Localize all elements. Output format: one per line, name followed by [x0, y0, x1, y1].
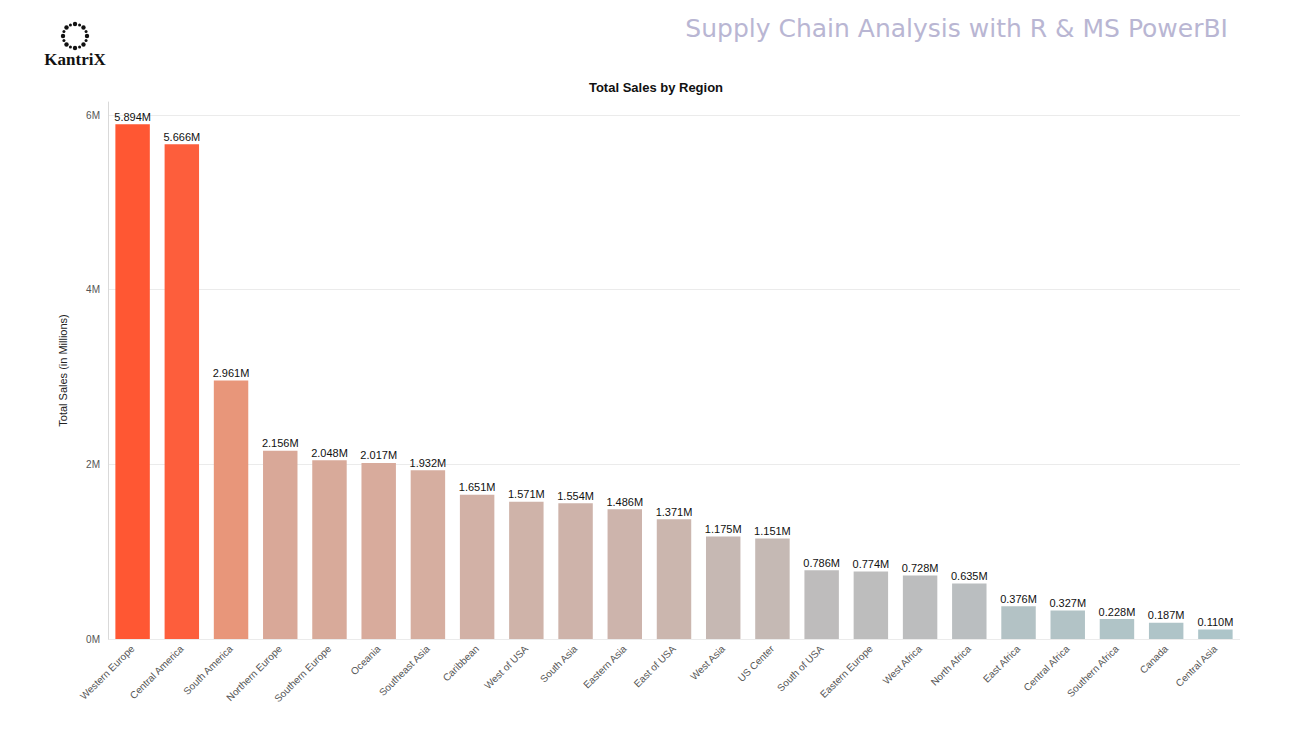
svg-text:5.666M: 5.666M [163, 131, 200, 143]
svg-text:West Africa: West Africa [881, 643, 925, 687]
svg-text:Total Sales by Region: Total Sales by Region [589, 80, 723, 95]
svg-text:1.486M: 1.486M [606, 496, 643, 508]
svg-text:Northern Europe: Northern Europe [224, 643, 285, 704]
svg-text:0.786M: 0.786M [803, 557, 840, 569]
svg-text:1.571M: 1.571M [508, 488, 545, 500]
svg-text:2.961M: 2.961M [213, 367, 250, 379]
svg-text:West of USA: West of USA [482, 643, 530, 691]
svg-text:1.932M: 1.932M [410, 457, 447, 469]
svg-text:East of USA: East of USA [632, 643, 678, 689]
svg-text:Southeast Asia: Southeast Asia [377, 643, 432, 698]
svg-text:Southern Africa: Southern Africa [1065, 643, 1121, 699]
svg-text:South America: South America [181, 643, 235, 697]
svg-text:0.635M: 0.635M [951, 570, 988, 582]
svg-text:Eastern Europe: Eastern Europe [818, 643, 875, 700]
svg-text:Western Europe: Western Europe [77, 643, 137, 702]
svg-text:Total Sales (in Millions): Total Sales (in Millions) [57, 314, 69, 426]
svg-text:1.175M: 1.175M [705, 523, 742, 535]
html-text:KantriX: KantriX [44, 50, 106, 69]
svg-text:Southern Europe: Southern Europe [272, 643, 333, 704]
svg-text:Central Africa: Central Africa [1021, 643, 1071, 693]
svg-text:1.651M: 1.651M [459, 481, 496, 493]
svg-text:West Asia: West Asia [688, 643, 727, 682]
svg-text:5.894M: 5.894M [114, 111, 151, 123]
svg-text:North Africa: North Africa [929, 643, 974, 688]
svg-text:Caribbean: Caribbean [441, 643, 481, 683]
svg-text:2M: 2M [86, 459, 100, 470]
svg-text:2.017M: 2.017M [360, 449, 397, 461]
svg-text:South of USA: South of USA [775, 643, 826, 694]
svg-text:0.228M: 0.228M [1099, 606, 1136, 618]
svg-text:0.728M: 0.728M [902, 562, 939, 574]
svg-text:East Africa: East Africa [981, 643, 1023, 685]
svg-text:0.376M: 0.376M [1000, 593, 1037, 605]
svg-text:Central America: Central America [128, 643, 186, 701]
svg-text:Oceania: Oceania [349, 643, 383, 677]
svg-text:Canada: Canada [1138, 643, 1171, 676]
svg-text:2.048M: 2.048M [311, 447, 348, 459]
svg-text:0.110M: 0.110M [1197, 616, 1233, 628]
svg-text:Eastern Asia: Eastern Asia [581, 643, 629, 691]
svg-text:0.327M: 0.327M [1049, 597, 1086, 609]
svg-text:0.187M: 0.187M [1148, 609, 1185, 621]
svg-text:1.371M: 1.371M [656, 506, 693, 518]
svg-text:Central Asia: Central Asia [1173, 643, 1219, 689]
svg-text:4M: 4M [86, 284, 100, 295]
html-text:Supply Chain Analysis with R &: Supply Chain Analysis with R & MS PowerB… [685, 14, 1228, 43]
svg-text:6M: 6M [86, 110, 100, 121]
svg-text:0M: 0M [86, 634, 100, 645]
svg-text:US Center: US Center [736, 643, 777, 684]
svg-text:0.774M: 0.774M [853, 558, 890, 570]
svg-text:2.156M: 2.156M [262, 437, 299, 449]
svg-text:South Asia: South Asia [538, 643, 580, 685]
svg-text:1.554M: 1.554M [557, 490, 594, 502]
svg-text:1.151M: 1.151M [754, 525, 791, 537]
